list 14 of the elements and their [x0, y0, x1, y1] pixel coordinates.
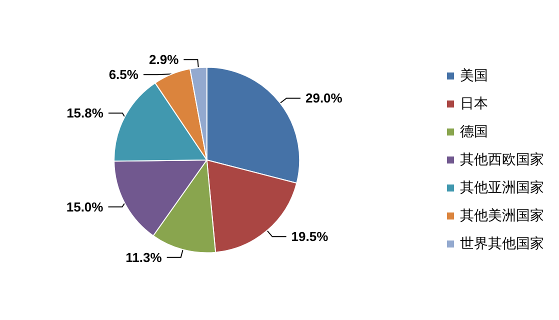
data-label: 6.5%	[108, 67, 139, 82]
data-label: 15.8%	[66, 106, 104, 121]
legend-label: 美国	[460, 68, 488, 84]
legend-label: 日本	[460, 96, 488, 112]
legend-label: 德国	[460, 124, 488, 140]
data-label: 29.0%	[305, 90, 343, 106]
legend-label: 世界其他国家	[460, 236, 544, 252]
legend-label: 其他西欧国家	[460, 152, 544, 168]
data-label: 11.3%	[126, 250, 162, 265]
data-label: 15.0%	[66, 199, 104, 214]
legend-label: 其他亚洲国家	[460, 180, 544, 196]
legend-label: 其他美洲国家	[460, 208, 544, 224]
data-label: 19.5%	[291, 229, 329, 244]
data-label: 2.9%	[149, 52, 180, 68]
